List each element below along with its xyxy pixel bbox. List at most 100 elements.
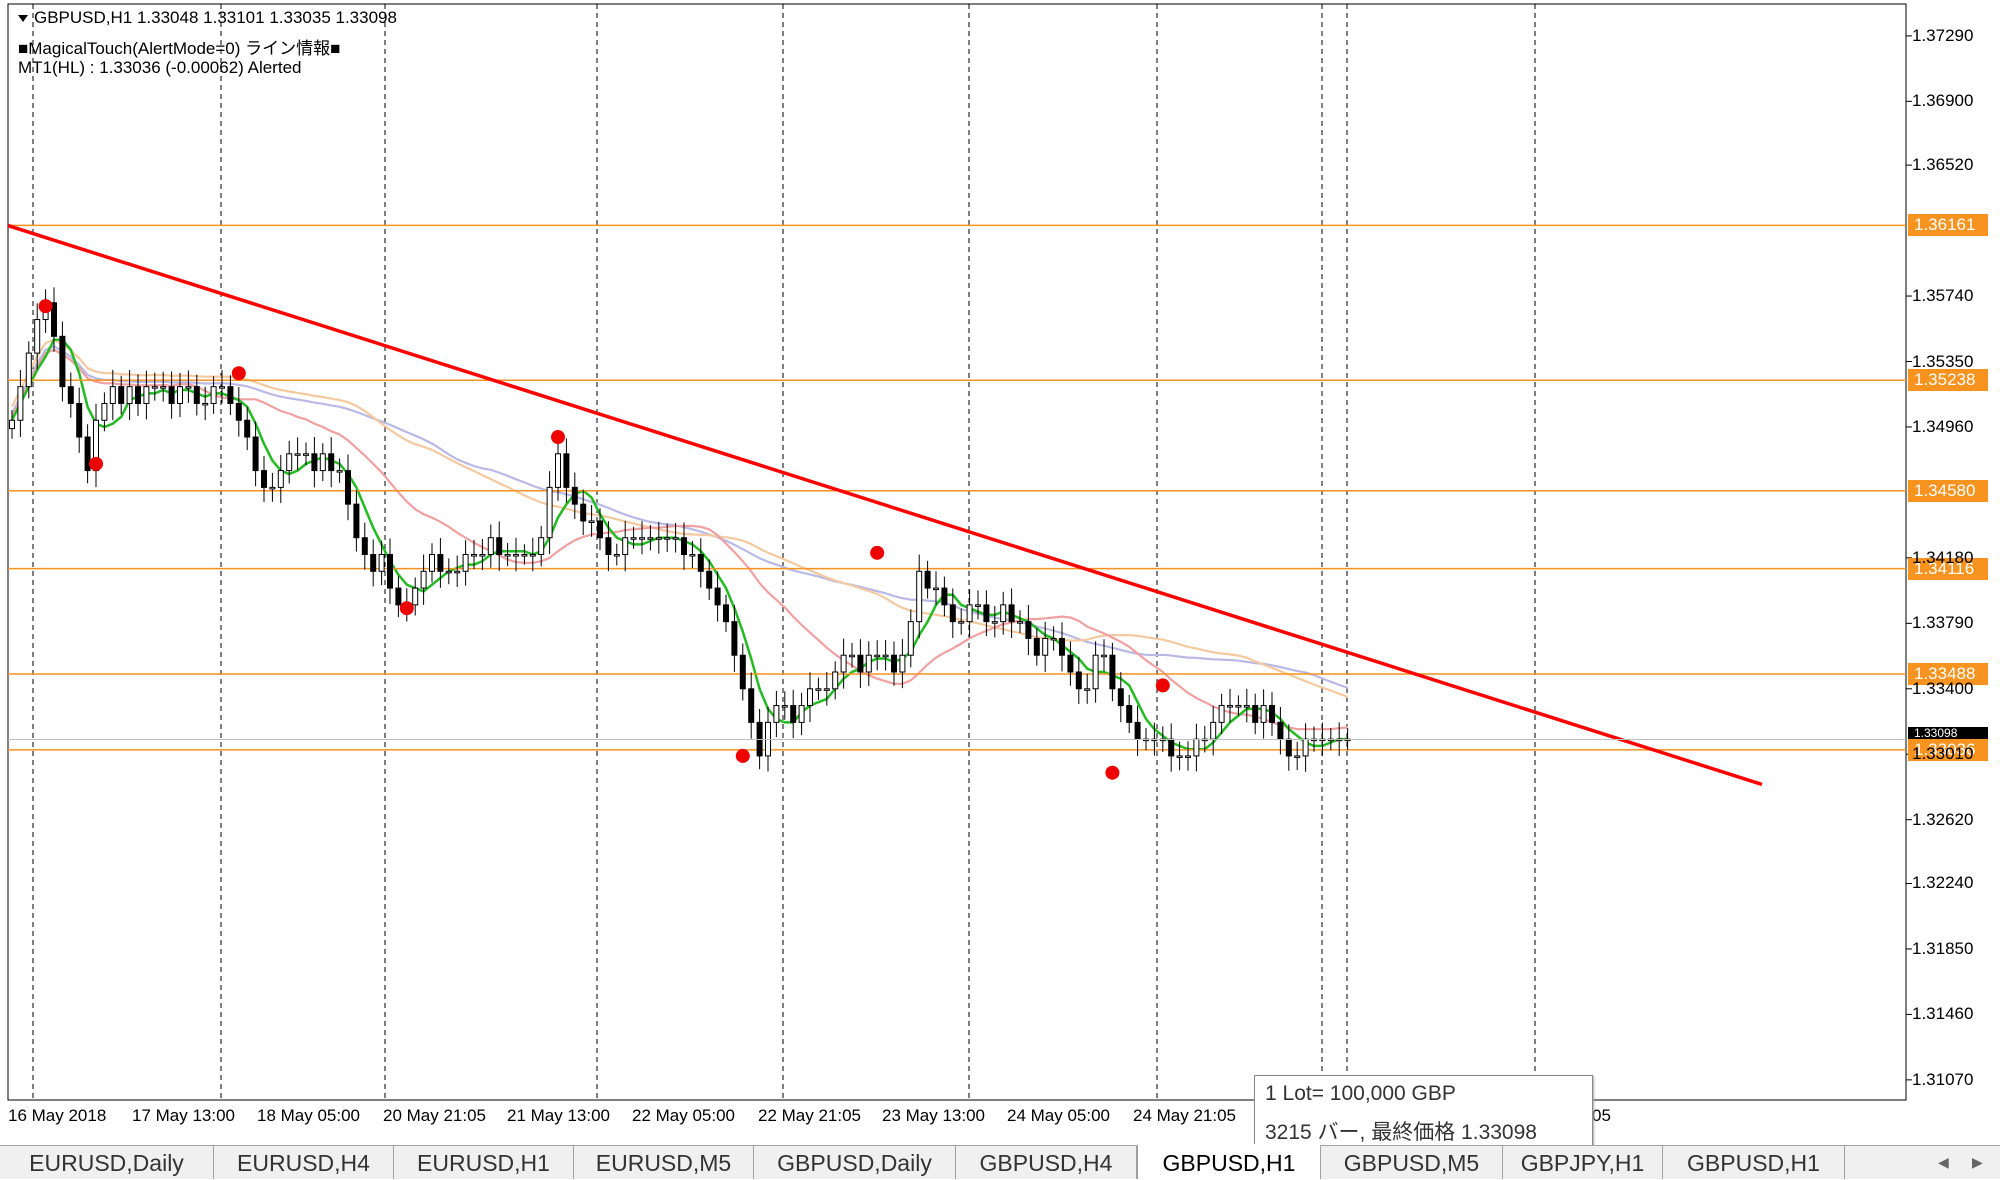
chart-tab[interactable]: GBPUSD,M5 <box>1321 1146 1503 1179</box>
period-separators <box>32 4 1536 1100</box>
candle-bull <box>639 537 645 540</box>
candle-bull <box>807 688 813 707</box>
chart-tab[interactable]: GBPUSD,H1 <box>1137 1144 1321 1179</box>
chart-tab[interactable]: EURUSD,M5 <box>574 1146 754 1179</box>
candle-bull <box>538 537 545 556</box>
price-tick-label: 1.31850 <box>1912 938 1974 958</box>
price-tick-label: 1.34960 <box>1912 416 1974 436</box>
candle-bull <box>336 470 343 473</box>
price-tick-label: 1.36520 <box>1912 155 1974 175</box>
candle-bull <box>269 486 276 490</box>
current-price-tag: 1.33098 <box>1908 727 1988 740</box>
swing-high-marker <box>231 366 246 381</box>
price-tick-label: 1.34180 <box>1912 547 1974 567</box>
trendline[interactable] <box>7 223 1763 787</box>
candle-bull <box>126 386 133 404</box>
candle-bull <box>630 537 637 540</box>
candle-bear <box>891 654 897 673</box>
time-tick-label: 24 May 21:05 <box>1133 1106 1237 1125</box>
price-tick-label: 1.36900 <box>1912 91 1974 111</box>
candle-bull <box>1000 604 1007 623</box>
candle-bull <box>588 520 595 523</box>
candle-bull <box>664 537 671 540</box>
candle-bear <box>1168 738 1175 757</box>
candle-bull <box>1218 705 1225 723</box>
candle-bull <box>647 537 654 540</box>
candle-bull <box>513 554 519 557</box>
moving-average-ma_fast <box>10 338 1348 751</box>
candle-bull <box>815 688 822 691</box>
candle-bear <box>244 419 251 438</box>
chart-tab[interactable]: GBPUSD,H1 <box>1663 1146 1845 1179</box>
candle-bear <box>731 621 738 656</box>
candle-bear <box>84 436 91 472</box>
candle-bull <box>1302 738 1309 757</box>
candle-bear <box>361 537 368 556</box>
price-level-tag: 1.34580 <box>1908 479 1988 502</box>
candle-bull <box>143 386 150 404</box>
price-tick-label: 1.33790 <box>1912 613 1974 633</box>
price-tick-label: 1.33010 <box>1912 744 1974 764</box>
candle-bear <box>370 554 377 572</box>
candle-bear <box>345 470 351 505</box>
candle-bull <box>471 554 477 557</box>
candle-bull <box>429 554 435 572</box>
price-level-tag: 1.35238 <box>1908 369 1988 392</box>
candle-bull <box>840 654 847 673</box>
chart-tab[interactable]: EURUSD,Daily <box>0 1146 214 1179</box>
price-level-tag: 1.33488 <box>1908 663 1988 686</box>
candle-bear <box>748 688 755 723</box>
candle-bear <box>714 587 721 606</box>
price-tick-label: 1.31460 <box>1912 1004 1974 1024</box>
price-tick-label: 1.37290 <box>1912 25 1974 45</box>
candle-bear <box>51 302 57 337</box>
price-chart[interactable] <box>0 0 2000 1145</box>
candle-bull <box>975 604 981 607</box>
candle-bear <box>252 436 259 472</box>
candle-bear <box>580 503 587 522</box>
chart-tab[interactable]: GBPJPY,H1 <box>1503 1146 1663 1179</box>
candle-bull <box>1243 705 1250 708</box>
candle-bull <box>202 402 209 406</box>
swing-low-marker <box>89 456 103 471</box>
swing-high-marker <box>870 545 885 560</box>
candle-bull <box>613 554 620 557</box>
chart-tab[interactable]: EURUSD,H1 <box>394 1146 574 1179</box>
candle-bear <box>739 654 746 690</box>
symbol-info[interactable]: GBPUSD,H1 1.33048 1.33101 1.33035 1.3309… <box>18 8 397 28</box>
candle-bull <box>319 453 326 472</box>
candle-bull <box>109 386 116 404</box>
scroll-left-icon[interactable]: ◀ <box>1938 1154 1949 1170</box>
candle-bear <box>1117 688 1124 707</box>
chart-tab[interactable]: EURUSD,H4 <box>214 1146 394 1179</box>
candle-bull <box>555 453 561 488</box>
chart-tab-bar: EURUSD,Daily EURUSD,H4 EURUSD,H1 EURUSD,M5 G… <box>0 1144 2000 1179</box>
candle-bull <box>529 554 536 557</box>
time-tick-label: 23 May 13:00 <box>882 1106 986 1125</box>
candle-bull <box>34 319 41 354</box>
candle-bear <box>571 486 578 505</box>
candle-bull <box>823 688 830 691</box>
candle-bull <box>1235 705 1242 708</box>
candle-bear <box>1126 705 1133 723</box>
candle-bear <box>135 386 141 404</box>
chart-tab[interactable]: GBPUSD,Daily <box>754 1146 956 1179</box>
chevron-down-icon[interactable] <box>18 15 28 23</box>
candle-bull <box>1294 755 1301 758</box>
candle-bull <box>1185 755 1191 758</box>
horizontal-levels[interactable] <box>8 224 1906 751</box>
chart-tooltip: 1 Lot= 100,000 GBP 3215 バー, 最終価格 1.33098 <box>1254 1075 1593 1150</box>
chart-area[interactable]: GBPUSD,H1 1.33048 1.33101 1.33035 1.3309… <box>0 0 2000 1150</box>
plot-border <box>7 3 1907 1101</box>
scroll-right-icon[interactable]: ▶ <box>1972 1154 1983 1170</box>
tooltip-bar-info: 3215 バー, 最終価格 1.33098 <box>1265 1121 1537 1144</box>
trendline-layer[interactable] <box>7 223 1763 787</box>
candle-bull <box>9 419 15 430</box>
symbol-info-text: GBPUSD,H1 1.33048 1.33101 1.33035 1.3309… <box>34 8 397 27</box>
candle-bull <box>1050 637 1057 641</box>
chart-tab[interactable]: GBPUSD,H4 <box>956 1146 1137 1179</box>
candle-bull <box>1210 721 1217 740</box>
candle-bull <box>991 621 998 624</box>
axis-ticks <box>1906 35 1912 1081</box>
candle-bear <box>790 705 797 723</box>
